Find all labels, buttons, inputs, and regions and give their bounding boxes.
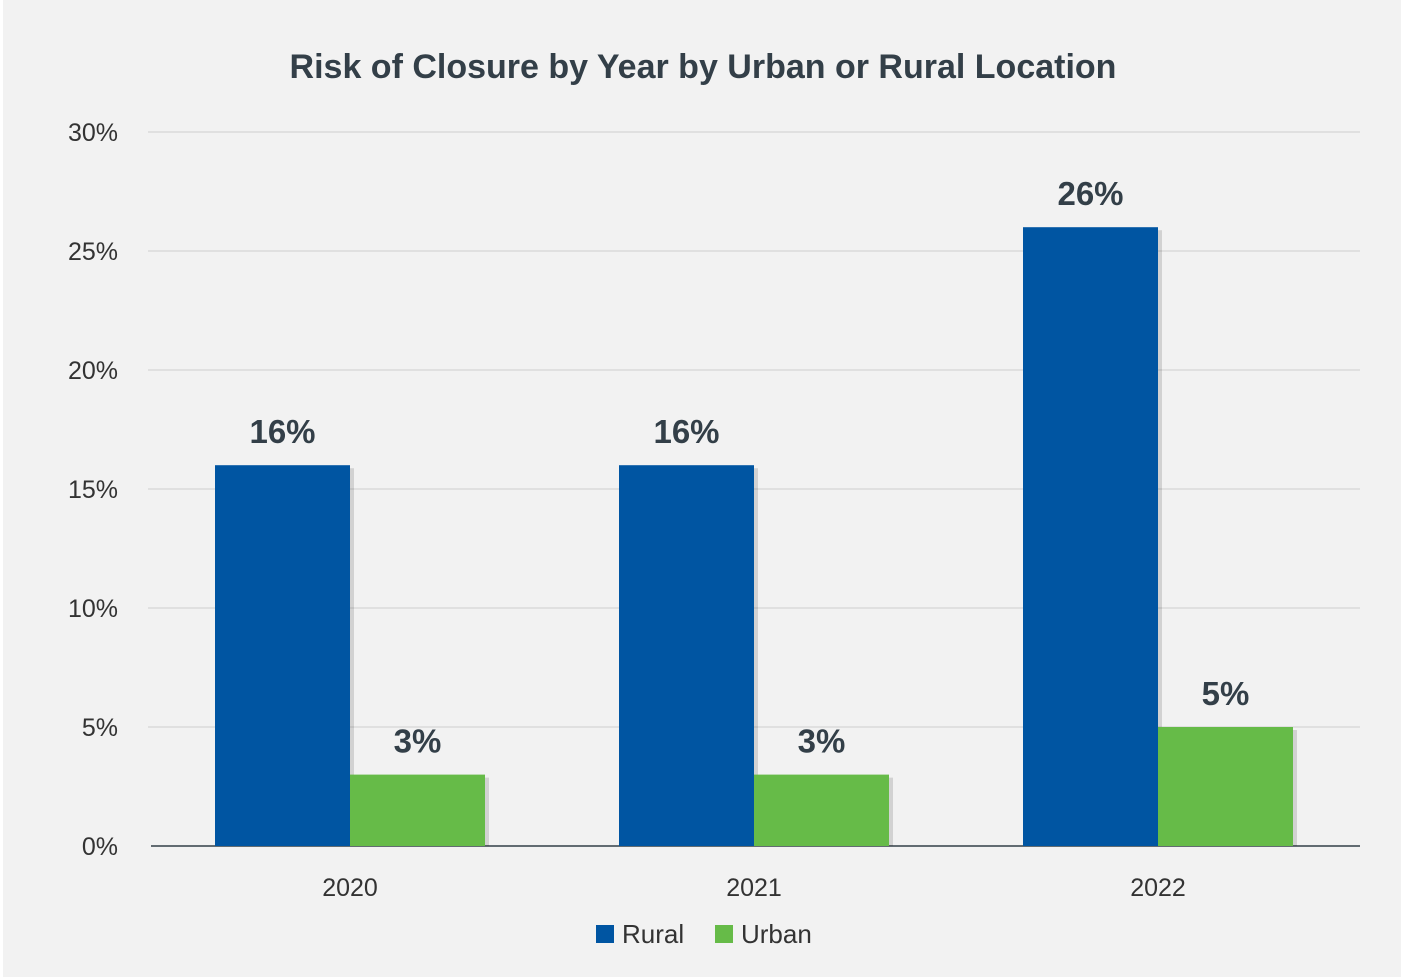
y-tick-label: 25% <box>68 238 118 266</box>
y-tick-label: 15% <box>68 476 118 504</box>
y-tick-label: 30% <box>68 119 118 147</box>
legend: Rural Urban <box>596 919 812 949</box>
y-tick-label: 0% <box>82 833 118 861</box>
bar-chart: Risk of Closure by Year by Urban or Rura… <box>68 48 1360 949</box>
data-label: 16% <box>653 413 719 450</box>
x-axis-ticks: 2020 2021 2022 <box>322 874 1186 902</box>
data-label: 5% <box>1202 675 1250 712</box>
legend-swatch-urban <box>715 925 733 943</box>
x-tick-label: 2020 <box>322 874 378 902</box>
x-tick-label: 2021 <box>726 874 782 902</box>
bar-rural-2022 <box>1023 227 1158 846</box>
chart-frame: Risk of Closure by Year by Urban or Rura… <box>3 0 1401 977</box>
x-tick-label: 2022 <box>1130 874 1186 902</box>
bar-rural-2020 <box>215 465 350 846</box>
data-label: 3% <box>394 723 442 760</box>
bars <box>215 227 1297 846</box>
y-tick-label: 20% <box>68 357 118 385</box>
data-labels: 16% 3% 16% 3% 26% 5% <box>249 175 1249 759</box>
chart-title: Risk of Closure by Year by Urban or Rura… <box>290 48 1117 86</box>
legend-swatch-rural <box>596 925 614 943</box>
y-tick-label: 10% <box>68 595 118 623</box>
bar-urban-2022 <box>1158 727 1293 846</box>
data-label: 16% <box>249 413 315 450</box>
data-label: 26% <box>1057 175 1123 212</box>
bar-urban-2020 <box>350 774 485 846</box>
bar-rural-2021 <box>619 465 754 846</box>
legend-label-urban: Urban <box>741 919 812 949</box>
data-label: 3% <box>798 723 846 760</box>
bar-urban-2021 <box>754 774 889 846</box>
y-tick-label: 5% <box>82 714 118 742</box>
legend-label-rural: Rural <box>622 919 684 949</box>
y-axis-ticks: 0% 5% 10% 15% 20% 25% 30% <box>68 119 118 861</box>
